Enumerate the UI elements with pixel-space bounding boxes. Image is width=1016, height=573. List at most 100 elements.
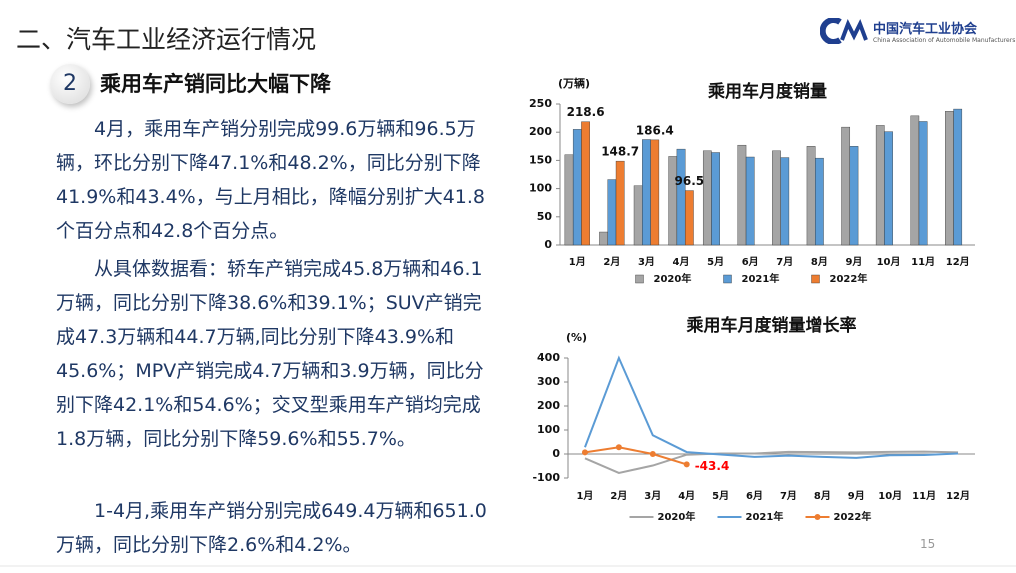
line [584,450,959,475]
y-tick-label: 150 [529,153,552,166]
x-tick-label: 4月 [673,256,690,268]
marker [683,461,690,468]
x-tick-label: 6月 [742,256,759,268]
x-tick-label: 3月 [644,490,661,502]
y-tick-label: 50 [537,210,553,223]
chart-title: 乘用车月度销量增长率 [686,315,857,336]
bar [615,160,625,246]
logo-name: 中国汽车工业协会 [873,22,978,37]
bar [841,126,851,246]
bar [918,121,928,246]
bar [780,157,790,246]
x-tick-label: 2月 [603,256,620,268]
y-tick-label: 200 [537,399,560,412]
marker [581,449,588,456]
bar [684,190,694,246]
bar [599,231,608,246]
bar [633,185,643,246]
bar [884,131,893,246]
y-tick-label: 300 [537,375,560,388]
x-tick-label: 11月 [912,490,936,502]
bar [737,144,747,246]
bar [745,156,755,246]
legend-swatch [723,274,732,284]
x-tick-label: 11月 [911,256,935,268]
legend-label: 2022年 [830,272,868,285]
marker [649,451,656,457]
section-title: 乘用车产销同比大幅下降 [100,72,331,96]
x-tick-label: 1月 [569,256,586,268]
bar [806,146,816,246]
chart-title: 乘用车月度销量 [707,81,827,102]
bar [849,146,859,246]
x-tick-label: 7月 [780,490,797,502]
legend-label: 2021年 [742,272,780,285]
y-tick-label: -100 [532,471,560,484]
legend-label: 2020年 [654,272,692,285]
marker [615,444,622,451]
legend-label: 2022年 [834,510,872,523]
legend-label: 2021年 [746,510,784,523]
legend-swatch [635,274,644,284]
y-tick-label: 100 [529,182,552,195]
bar [702,150,712,246]
x-tick-label: 6月 [746,490,763,502]
slide-title: 二、汽车工业经济运行情况 [16,25,317,54]
x-tick-label: 1月 [576,490,593,502]
x-tick-label: 10月 [878,490,902,502]
x-tick-label: 12月 [946,256,970,268]
bar [572,129,582,246]
x-tick-label: 8月 [814,490,831,502]
x-tick-label: 9月 [845,256,862,268]
data-label: -43.4 [695,459,730,473]
bar [910,115,920,246]
x-tick-label: 4月 [678,490,695,502]
y-tick-label: 100 [537,423,560,436]
paragraph: 4月，乘用车产销分别完成99.6万辆和96.5万辆，环比分别下降47.1%和48… [56,118,486,242]
bar [642,139,651,246]
x-tick-label: 2月 [610,490,627,502]
y-tick-label: 250 [529,97,552,110]
x-tick-label: 7月 [776,256,793,268]
data-label: 148.7 [601,145,639,159]
bar [668,156,678,246]
line [584,446,688,466]
bar [676,148,686,246]
bar [581,121,590,246]
bar [650,139,660,246]
x-tick-label: 12月 [946,490,970,502]
x-tick-label: 8月 [811,256,828,268]
data-label: 186.4 [636,123,674,137]
page-number: 15 [920,537,936,551]
y-tick-label: 400 [537,351,560,364]
x-tick-label: 9月 [848,490,865,502]
paragraph: 1-4月,乘用车产销分别完成649.4万辆和651.0万辆，同比分别下降2.6%… [56,500,487,556]
y-tick-label: 200 [529,125,552,138]
bar [607,179,617,246]
x-tick-label: 5月 [707,256,724,268]
bar [953,108,963,246]
x-tick-label: 3月 [638,256,655,268]
line [584,355,959,459]
bar [564,154,574,246]
y-axis-label: (万辆) [558,76,590,90]
legend-label: 2020年 [658,510,696,523]
y-axis-label: (%) [566,331,587,344]
bar [815,157,824,246]
logo-mark [820,18,868,44]
bar [711,152,720,246]
section-number: 2 [50,64,90,104]
bar [875,125,885,246]
bar [945,111,954,246]
logo-english: China Association of Automobile Manufact… [873,37,1016,44]
y-tick-label: 0 [552,447,560,460]
paragraph: 从具体数据看：轿车产销完成45.8万辆和46.1万辆，同比分别下降38.6%和3… [56,258,484,450]
x-tick-label: 5月 [712,490,729,502]
legend-swatch [811,274,820,284]
x-tick-label: 10月 [877,256,901,268]
data-label: 218.6 [567,105,605,119]
y-tick-label: 0 [544,238,552,251]
legend-marker [814,514,821,520]
